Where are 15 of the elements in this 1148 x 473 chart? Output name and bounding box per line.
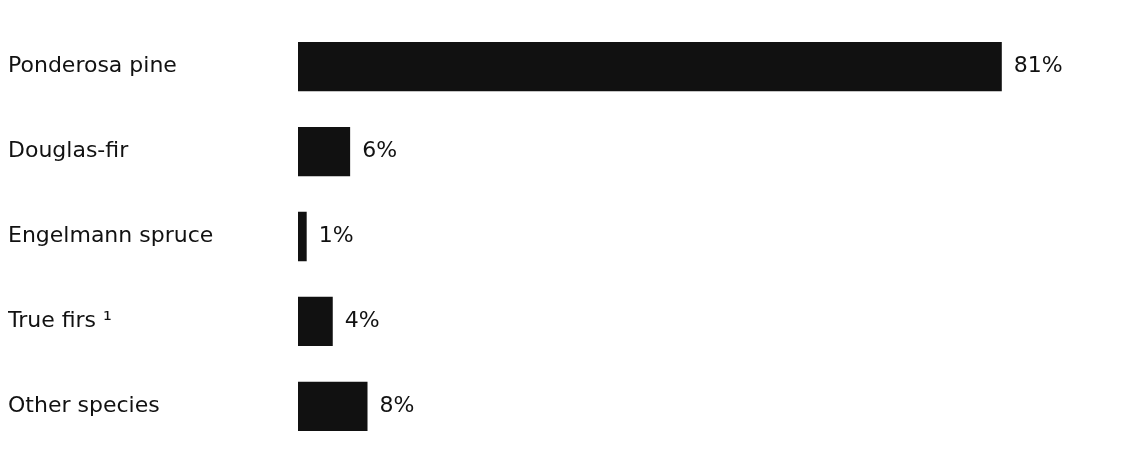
data-label: 4% [344,307,380,333]
y-tick-label: Other species [8,392,160,418]
y-tick-label: Engelmann spruce [8,222,214,248]
bar [298,381,368,431]
data-label: 8% [379,392,415,418]
data-label: 81% [1013,52,1063,78]
data-label: 1% [318,222,354,248]
bar [298,211,307,262]
y-tick-label: Douglas-fir [8,137,130,163]
y-tick-label: True firs ¹ [7,307,112,333]
y-tick-label: Ponderosa pine [8,52,177,78]
data-label: 6% [362,137,398,163]
bar [298,42,1002,92]
bar [298,126,351,177]
bar [298,296,333,347]
